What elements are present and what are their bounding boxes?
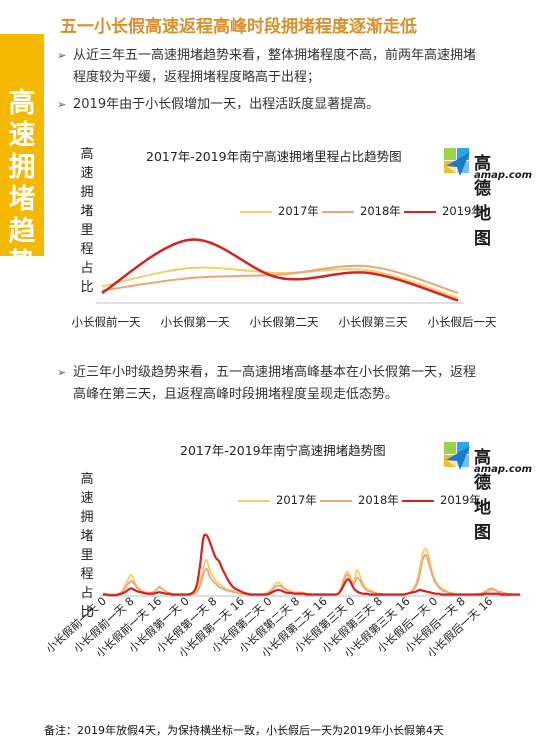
amap-logo: 高德地图 amap.com bbox=[444, 442, 532, 543]
ylabel-char: 比 bbox=[80, 605, 94, 620]
ylabel-char: 速 bbox=[80, 166, 94, 181]
legend-label: 2018年 bbox=[358, 493, 399, 507]
x-tick-label: 小长假第二天 bbox=[250, 315, 319, 329]
ylabel-char: 比 bbox=[80, 280, 94, 295]
legend-swatch bbox=[320, 499, 352, 502]
series-line-2018年 bbox=[101, 264, 459, 294]
chart2-ylabel: 高速拥堵里程占比 bbox=[78, 470, 96, 622]
ylabel-char: 速 bbox=[80, 491, 94, 506]
legend-label: 2017年 bbox=[278, 204, 319, 218]
side-label: 高 速 拥 堵 趋 势 bbox=[5, 88, 39, 280]
legend-label: 2019年 bbox=[440, 493, 481, 507]
bullet-3-line2: 高峰在第三天，且返程高峰时段拥堵程度呈现走低态势。 bbox=[73, 387, 399, 402]
side-label-char: 堵 bbox=[8, 184, 36, 215]
series-line-2017年 bbox=[101, 266, 459, 299]
ylabel-char: 高 bbox=[80, 472, 94, 487]
x-tick-label: 小长假第三天 bbox=[339, 315, 408, 329]
side-label-char: 拥 bbox=[8, 152, 36, 183]
logo-text: 高德地图 bbox=[474, 154, 491, 249]
ylabel-char: 占 bbox=[80, 586, 94, 601]
side-label-char: 趋 bbox=[8, 216, 36, 247]
legend-swatch bbox=[404, 210, 436, 213]
legend-label: 2018年 bbox=[360, 204, 401, 218]
bullet-1-line2: 程度较为平缓，返程拥堵程度略高于出程； bbox=[73, 70, 321, 85]
bullet-2-line1: 2019年由于小长假增加一天，出程活跃度显著提高。 bbox=[73, 97, 380, 112]
ylabel-char: 堵 bbox=[80, 529, 94, 544]
arrow-bullet-icon: ➢ bbox=[57, 98, 67, 111]
legend-swatch bbox=[402, 499, 434, 502]
series-line-2019年 bbox=[102, 533, 521, 597]
ylabel-char: 拥 bbox=[80, 510, 94, 525]
amap-logo-icon bbox=[444, 148, 470, 176]
bullet-1: ➢ 从近三年五一高速拥堵趋势来看，整体拥堵程度不高，前两年高速拥堵 程度较为平缓… bbox=[57, 45, 533, 89]
footnote: 备注：2019年放假4天，为保持横坐标一致，小长假后一天为2019年小长假第4天 bbox=[44, 724, 444, 737]
side-label-char: 势 bbox=[8, 248, 36, 279]
legend-item: 2019年 bbox=[404, 203, 483, 219]
legend-swatch bbox=[322, 210, 354, 213]
ylabel-char: 高 bbox=[80, 147, 94, 162]
series-line-2018年 bbox=[102, 553, 521, 596]
legend-item: 2017年 bbox=[238, 492, 317, 508]
legend-item: 2018年 bbox=[322, 203, 401, 219]
amap-logo: 高德地图 amap.com bbox=[444, 148, 532, 249]
page-title: 五一小长假高速返程高峰时段拥堵程度逐渐走低 bbox=[60, 17, 417, 37]
bullet-1-line1: 从近三年五一高速拥堵趋势来看，整体拥堵程度不高，前两年高速拥堵 bbox=[73, 48, 477, 63]
chart1-ylabel: 高速拥堵里程占比 bbox=[78, 145, 96, 297]
side-tab bbox=[0, 34, 44, 256]
x-tick-label: 小长假后一天 bbox=[428, 315, 497, 329]
series-line-2017年 bbox=[102, 547, 521, 596]
ylabel-char: 占 bbox=[80, 261, 94, 276]
logo-url: amap.com bbox=[474, 464, 533, 475]
legend-item: 2019年 bbox=[402, 492, 481, 508]
side-label-char: 高 bbox=[8, 88, 36, 119]
legend-swatch bbox=[238, 499, 270, 502]
side-label-char: 速 bbox=[8, 120, 36, 151]
ylabel-char: 堵 bbox=[80, 204, 94, 219]
amap-logo-icon bbox=[444, 442, 470, 470]
logo-url: amap.com bbox=[474, 170, 533, 181]
ylabel-char: 拥 bbox=[80, 185, 94, 200]
legend-label: 2019年 bbox=[442, 204, 483, 218]
x-tick-label: 小长假前一天 bbox=[72, 315, 141, 329]
arrow-bullet-icon: ➢ bbox=[57, 366, 67, 379]
bullet-3-line1: 近三年小时级趋势来看，五一高速拥堵高峰基本在小长假第一天，返程 bbox=[73, 365, 477, 380]
ylabel-char: 程 bbox=[80, 242, 94, 257]
ylabel-char: 里 bbox=[80, 548, 94, 563]
x-tick-label: 小长假第一天 bbox=[161, 315, 230, 329]
legend-label: 2017年 bbox=[276, 493, 317, 507]
legend-swatch bbox=[240, 210, 272, 213]
bullet-3: ➢ 近三年小时级趋势来看，五一高速拥堵高峰基本在小长假第一天，返程 高峰在第三天… bbox=[57, 362, 533, 406]
chart2-title: 2017年-2019年南宁高速拥堵趋势图 bbox=[180, 443, 386, 458]
chart1-plot: 小长假前一天 小长假第一天 小长假第二天 小长假第三天 小长假后一天 bbox=[72, 238, 497, 329]
ylabel-char: 里 bbox=[80, 223, 94, 238]
arrow-bullet-icon: ➢ bbox=[57, 49, 67, 62]
legend-item: 2018年 bbox=[320, 492, 399, 508]
logo-text: 高德地图 bbox=[474, 448, 491, 543]
chart1-title: 2017年-2019年南宁高速拥堵里程占比趋势图 bbox=[146, 149, 402, 164]
ylabel-char: 程 bbox=[80, 567, 94, 582]
legend-item: 2017年 bbox=[240, 203, 319, 219]
series-line-2019年 bbox=[101, 238, 459, 302]
bullet-2: ➢ 2019年由于小长假增加一天，出程活跃度显著提高。 bbox=[57, 94, 533, 116]
